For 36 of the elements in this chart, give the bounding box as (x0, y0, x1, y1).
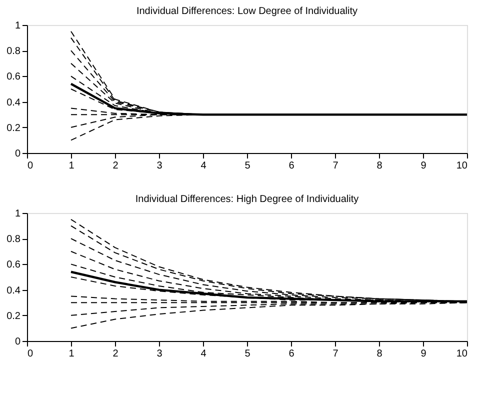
x-tick-label: 10 (456, 160, 468, 172)
y-tick-label: 0 (14, 336, 21, 348)
x-tick-label: 4 (200, 348, 207, 360)
x-tick-label: 1 (68, 348, 75, 360)
y-tick-label: 0.8 (6, 234, 21, 246)
x-tick-label: 9 (420, 348, 427, 360)
y-tick-label: 0.6 (6, 260, 21, 271)
y-tick-label: 0.4 (6, 97, 21, 108)
x-tick-label: 5 (244, 160, 251, 172)
x-tick-label: 6 (288, 348, 295, 360)
x-tick-label: 2 (112, 348, 119, 360)
y-tick-label: 0.2 (6, 310, 21, 322)
x-tick-label: 10 (456, 348, 468, 360)
x-tick-label: 4 (200, 160, 207, 172)
x-tick-label: 0 (28, 160, 34, 172)
x-tick-label: 8 (376, 160, 383, 172)
y-tick-label: 0.4 (6, 285, 21, 296)
y-tick-label: 0.8 (6, 46, 21, 58)
x-tick-label: 8 (376, 348, 383, 360)
y-tick-label: 0.6 (6, 72, 21, 83)
y-tick-label: 0 (14, 148, 21, 160)
x-tick-label: 9 (420, 160, 427, 172)
x-tick-label: 6 (288, 160, 295, 172)
y-tick-label: 1 (14, 20, 21, 32)
x-tick-label: 5 (244, 348, 251, 360)
chart-title: Individual Differences: High Degree of Individuality (135, 194, 359, 205)
x-tick-label: 3 (156, 160, 163, 172)
y-tick-label: 1 (14, 208, 21, 220)
x-tick-label: 3 (156, 348, 163, 360)
x-tick-label: 2 (112, 160, 119, 172)
x-tick-label: 7 (332, 348, 339, 360)
x-tick-label: 0 (28, 348, 34, 360)
y-tick-label: 0.2 (6, 122, 21, 134)
chart-title: Individual Differences: Low Degree of Individuality (136, 6, 358, 17)
x-tick-label: 7 (332, 160, 339, 172)
x-tick-label: 1 (68, 160, 75, 172)
